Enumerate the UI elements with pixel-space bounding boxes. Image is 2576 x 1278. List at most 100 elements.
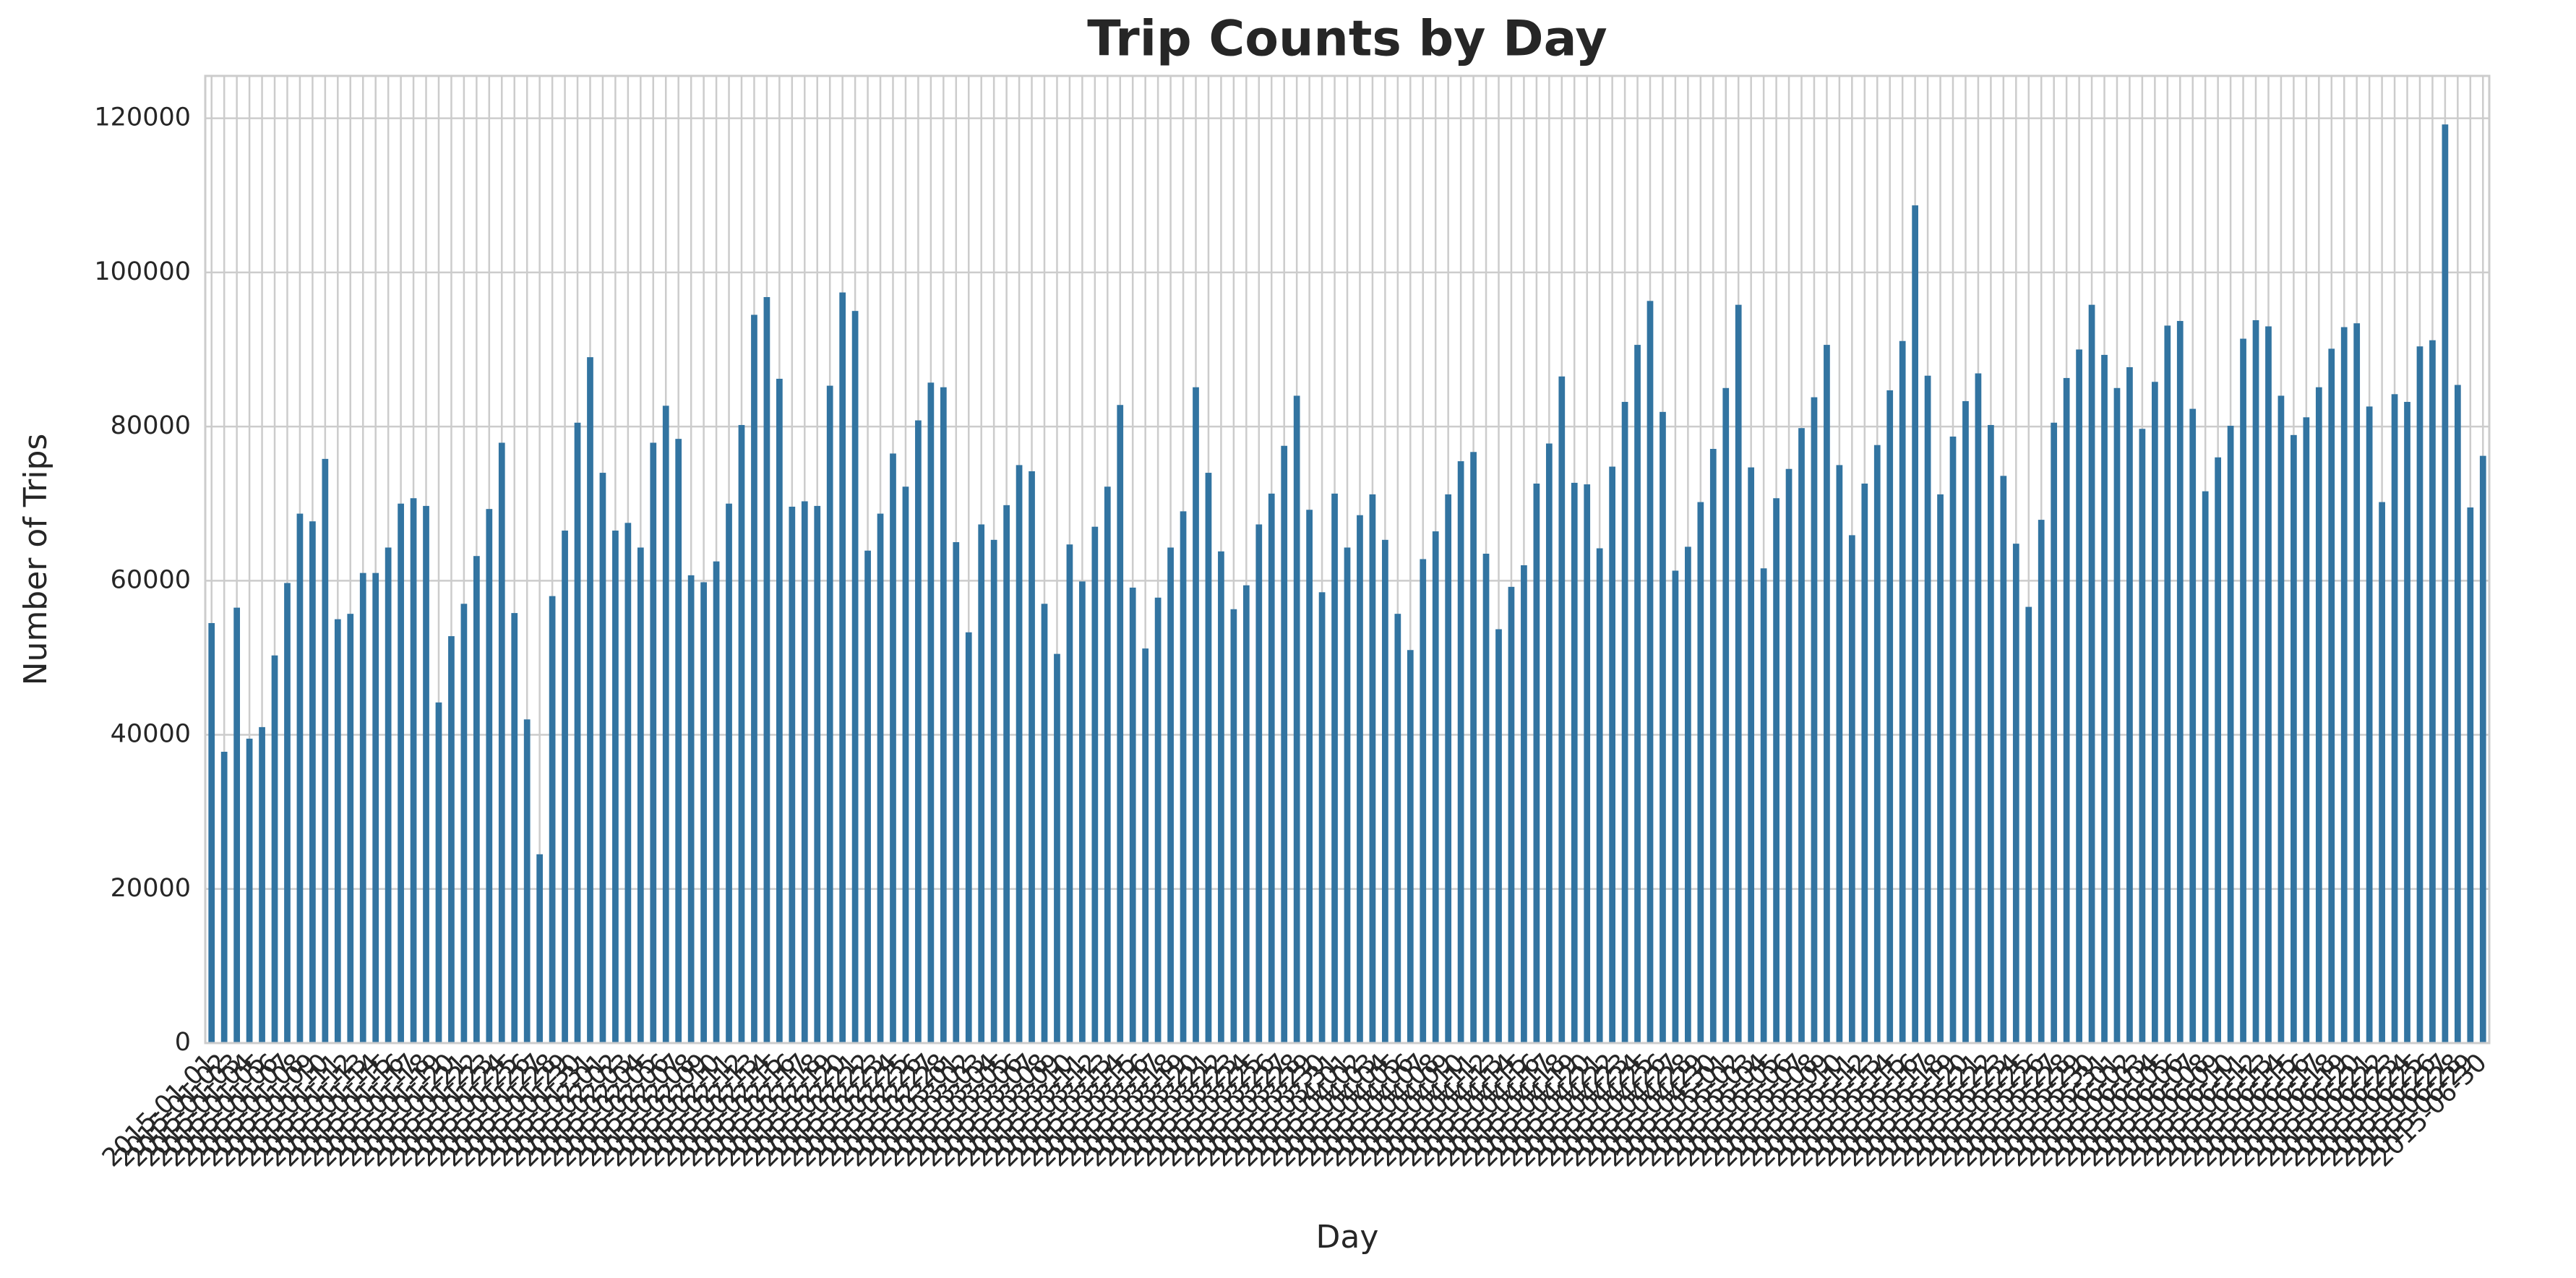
bar	[839, 292, 846, 1043]
bar	[1357, 515, 1363, 1043]
bar	[448, 636, 455, 1043]
bar	[486, 509, 493, 1043]
bar	[1457, 461, 1464, 1043]
bar	[246, 738, 253, 1043]
bar	[1545, 443, 1553, 1043]
bar	[398, 503, 404, 1043]
bar	[1924, 375, 1931, 1043]
bar	[1293, 395, 1300, 1043]
bar	[1697, 502, 1704, 1043]
bar	[940, 387, 947, 1043]
bar	[2113, 387, 2121, 1043]
y-tick-label: 100000	[94, 257, 191, 286]
bar	[1445, 494, 1452, 1043]
bar	[220, 752, 228, 1043]
bar	[2126, 366, 2133, 1043]
bar	[902, 486, 909, 1043]
bar	[385, 547, 392, 1043]
bar	[776, 378, 783, 1043]
bar	[523, 719, 531, 1043]
bar	[1482, 554, 1490, 1043]
bar	[1255, 524, 1263, 1043]
bar	[1584, 484, 1591, 1043]
bar	[1685, 546, 1691, 1043]
bar	[2328, 348, 2335, 1043]
bar	[2025, 606, 2032, 1043]
bar	[953, 542, 960, 1043]
bar	[1129, 587, 1136, 1043]
bar	[2176, 321, 2184, 1043]
bar	[2189, 408, 2197, 1043]
bar	[1180, 511, 1187, 1043]
bar	[675, 439, 682, 1043]
bar	[2391, 394, 2398, 1043]
bar	[410, 498, 417, 1043]
bar	[1268, 493, 1275, 1043]
bar	[1117, 405, 1124, 1043]
bar	[2429, 340, 2436, 1043]
bar	[1533, 483, 1540, 1043]
bar	[877, 513, 884, 1043]
bar	[2416, 346, 2423, 1044]
bar	[2151, 382, 2158, 1043]
bar	[751, 314, 757, 1044]
bar	[2101, 354, 2108, 1043]
bar	[1470, 452, 1477, 1043]
chart-title: Trip Counts by Day	[1087, 11, 1607, 68]
y-axis-label: Number of Trips	[17, 434, 54, 686]
bar	[814, 505, 821, 1043]
bar	[1609, 466, 1615, 1043]
bar	[2063, 377, 2070, 1043]
bar	[1508, 586, 1515, 1043]
bar	[309, 521, 316, 1043]
bar	[1798, 428, 1805, 1043]
bar	[637, 547, 644, 1043]
bar	[1407, 650, 1414, 1043]
bar	[1029, 471, 1035, 1043]
bar	[1281, 445, 1288, 1043]
y-tick-label: 40000	[111, 720, 191, 749]
bar	[1824, 345, 1830, 1043]
bar	[1054, 653, 1060, 1043]
bar	[2012, 544, 2019, 1043]
bar	[2164, 325, 2171, 1044]
bar	[915, 420, 922, 1043]
bar	[1937, 494, 1944, 1043]
bar	[473, 556, 480, 1043]
bar	[347, 614, 354, 1043]
bar	[1647, 301, 1654, 1044]
bar	[687, 575, 695, 1043]
bar	[1660, 411, 1666, 1043]
bar	[2454, 385, 2461, 1043]
bar	[1104, 486, 1111, 1043]
plot-frame	[204, 74, 2491, 1045]
bar	[2340, 327, 2348, 1043]
bar	[1154, 597, 1162, 1043]
bar	[1432, 531, 1439, 1043]
bar	[2366, 406, 2373, 1043]
bar	[284, 583, 291, 1043]
bar	[2379, 502, 2385, 1043]
bar	[1205, 473, 1212, 1043]
bar	[990, 539, 997, 1043]
bar	[1218, 551, 1224, 1043]
bar	[2000, 476, 2007, 1043]
bar	[2315, 387, 2322, 1043]
bar	[1394, 614, 1401, 1043]
bar	[1949, 436, 1957, 1043]
bar	[826, 385, 833, 1043]
bar	[864, 550, 871, 1043]
bar	[2291, 434, 2297, 1043]
bar	[1571, 482, 1578, 1043]
bar	[1962, 400, 1969, 1043]
bar	[1242, 585, 1250, 1043]
bar	[233, 607, 241, 1043]
bar	[549, 596, 556, 1043]
bar	[1899, 340, 1906, 1043]
bar	[359, 572, 366, 1043]
bar	[789, 506, 796, 1043]
bar	[562, 531, 568, 1043]
bar	[2303, 417, 2310, 1043]
bar	[271, 655, 278, 1043]
